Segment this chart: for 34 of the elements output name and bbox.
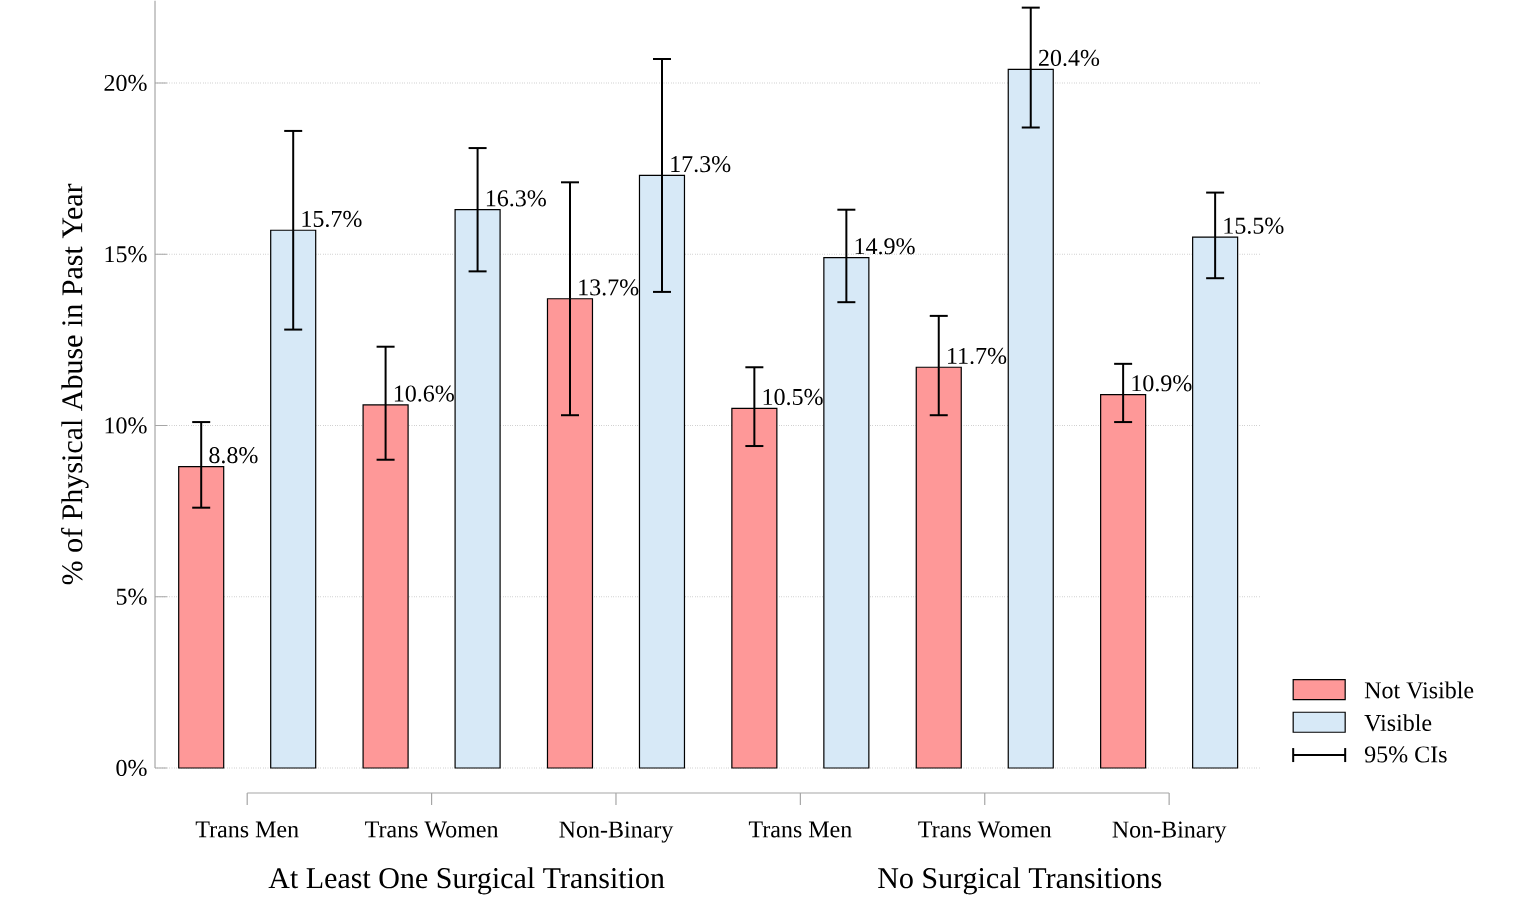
bar	[270, 229, 317, 769]
x-tick-label: Non-Binary	[559, 821, 674, 843]
data-label: 13.7%	[579, 279, 639, 296]
data-label: 10.5%	[763, 388, 823, 406]
x-tick-label: Trans Men	[748, 821, 852, 838]
y-tick-label: 20%	[104, 74, 147, 92]
data-label: 17.3%	[671, 155, 731, 173]
y-axis-title: % of Physical Abuse in Past Year	[61, 183, 89, 585]
x-tick-label: Trans Women	[918, 821, 1052, 838]
x-tick-label: Non-Binary	[1112, 821, 1227, 843]
y-tick-label: 0%	[116, 759, 147, 777]
data-label: 8.8%	[209, 447, 258, 464]
text: 95% CIs	[1364, 746, 1447, 763]
text: At Least One Surgical Transition	[268, 867, 665, 895]
legend-label: Visible	[1364, 714, 1432, 732]
data-label: 10.9%	[1132, 375, 1192, 392]
data-label: 16.3%	[486, 190, 546, 207]
bar	[1007, 68, 1054, 769]
y-tick-label: 10%	[105, 417, 147, 434]
y-tick-label: 5%	[116, 588, 147, 605]
legend-label: Not Visible	[1364, 681, 1474, 699]
data-label: 11.7%	[948, 347, 1007, 365]
x-tick-label: Trans Men	[195, 821, 299, 838]
data-label: 15.7%	[302, 210, 362, 228]
bar	[731, 407, 778, 769]
data-label: 14.9%	[855, 238, 915, 255]
data-label: 10.6%	[394, 385, 454, 402]
text: No Surgical Transitions	[878, 867, 1162, 895]
y-tick-label: 15%	[105, 246, 147, 263]
bar	[638, 174, 686, 769]
x-tick-label: Trans Women	[365, 821, 499, 838]
data-label: 15.5%	[1224, 217, 1284, 234]
bar	[915, 366, 962, 769]
data-label: 20.4%	[1039, 49, 1100, 67]
